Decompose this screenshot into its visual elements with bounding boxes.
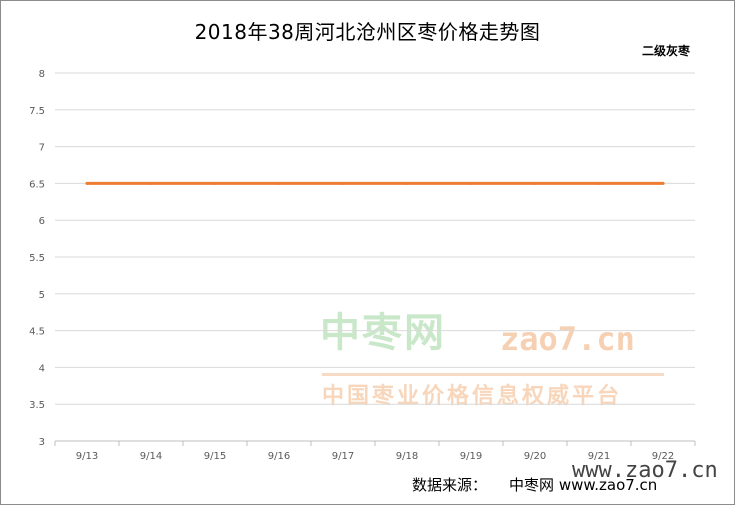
series-lines (85, 181, 665, 185)
y-tick-label: 6 (39, 216, 45, 227)
data-point (469, 181, 473, 185)
x-tick-label: 9/15 (204, 451, 226, 462)
x-tick-label: 9/20 (524, 451, 546, 462)
data-point (661, 181, 665, 185)
y-tick-label: 7 (39, 143, 45, 154)
y-tick-label: 3.5 (29, 400, 45, 411)
data-point (213, 181, 217, 185)
source-name: 中枣网 (509, 476, 555, 494)
x-tick-label: 9/17 (332, 451, 354, 462)
gridlines (55, 72, 695, 405)
data-point (533, 181, 537, 185)
y-tick-label: 5.5 (29, 253, 45, 264)
data-source: 数据来源： 中枣网 www.zao7.cn (412, 474, 657, 495)
source-url: www.zao7.cn (558, 476, 658, 494)
data-point (341, 181, 345, 185)
x-tick-label: 9/22 (652, 451, 674, 462)
data-point (597, 181, 601, 185)
chart-subtitle: 二级灰枣 (641, 44, 690, 58)
x-tick-label: 9/18 (396, 451, 418, 462)
x-tick-label: 9/16 (268, 451, 290, 462)
watermark-site-bottom: www.zao7.cn (572, 458, 718, 483)
x-tick-label: 9/19 (460, 451, 482, 462)
watermark-brand: 中枣网 (320, 310, 446, 356)
chart-title: 2018年38周河北沧州区枣价格走势图 (194, 20, 541, 44)
axes: 3 3.5 4 4.5 5 5.5 6 6.5 7 7.5 8 9/13 9/14 9/15 9/16 9/1… (29, 69, 696, 462)
y-tick-label: 4.5 (29, 327, 45, 338)
y-tick-label: 5 (39, 290, 45, 301)
y-tick-label: 3 (39, 437, 45, 448)
x-tick-label: 9/21 (588, 451, 610, 462)
watermark-rule (322, 373, 664, 376)
y-tick-label: 6.5 (29, 179, 45, 190)
y-tick-label: 8 (39, 69, 45, 80)
y-tick-label: 7.5 (29, 106, 45, 117)
x-tick-label: 9/13 (76, 451, 98, 462)
data-point (85, 181, 89, 185)
data-point (405, 181, 409, 185)
data-point (149, 181, 153, 185)
watermark-tagline: 中国枣业价格信息权威平台 (322, 384, 623, 409)
x-tick-label: 9/14 (140, 451, 162, 462)
y-tick-label: 4 (39, 363, 45, 374)
watermark-site: zao7.cn (500, 320, 635, 358)
data-point (277, 181, 281, 185)
source-label: 数据来源： (412, 476, 488, 494)
